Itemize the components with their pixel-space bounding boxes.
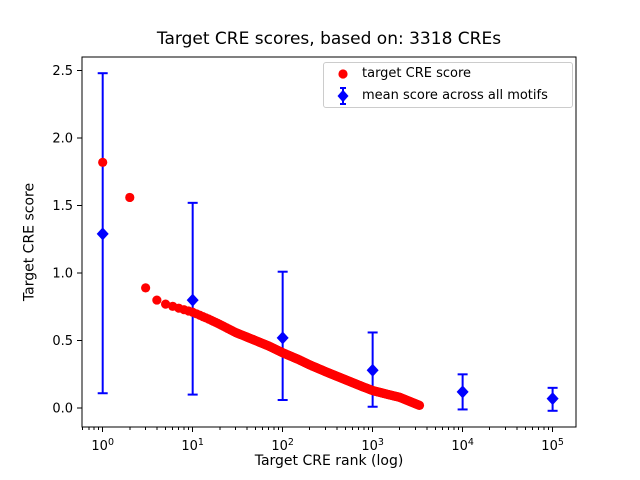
y-axis-ticks: 0.0 0.5 1.0 1.5 2.0 2.5 — [52, 64, 82, 417]
errorbar-series — [96, 72, 559, 412]
legend-label-mean-score: mean score across all motifs — [362, 88, 548, 103]
axes-frame — [81, 56, 577, 428]
legend-row-mean-score: mean score across all motifs — [324, 85, 572, 107]
svg-text:1.5: 1.5 — [52, 199, 73, 214]
svg-text:104: 104 — [451, 437, 474, 454]
svg-text:1.0: 1.0 — [52, 267, 73, 282]
blue-diamond-errorbar-marker-icon — [324, 86, 362, 106]
svg-text:0.0: 0.0 — [52, 402, 73, 417]
svg-text:105: 105 — [541, 437, 564, 454]
svg-text:101: 101 — [181, 437, 204, 454]
red-circle-marker-icon — [324, 67, 362, 81]
legend-label-target-score: target CRE score — [362, 66, 472, 81]
svg-text:0.5: 0.5 — [52, 334, 73, 349]
x-axis-label: Target CRE rank (log) — [254, 453, 404, 469]
chart-title: Target CRE scores, based on: 3318 CREs — [156, 29, 502, 49]
legend-row-target-score: target CRE score — [324, 63, 572, 85]
legend: target CRE score mean score across all m… — [323, 62, 573, 108]
x-axis-ticks: 100 101 102 103 104 105 — [82, 427, 564, 454]
svg-text:100: 100 — [91, 437, 114, 454]
svg-text:102: 102 — [271, 437, 294, 454]
svg-text:2.5: 2.5 — [52, 64, 73, 79]
red-scatter-series — [98, 157, 425, 410]
svg-text:2.0: 2.0 — [52, 132, 73, 147]
svg-text:103: 103 — [361, 437, 384, 454]
